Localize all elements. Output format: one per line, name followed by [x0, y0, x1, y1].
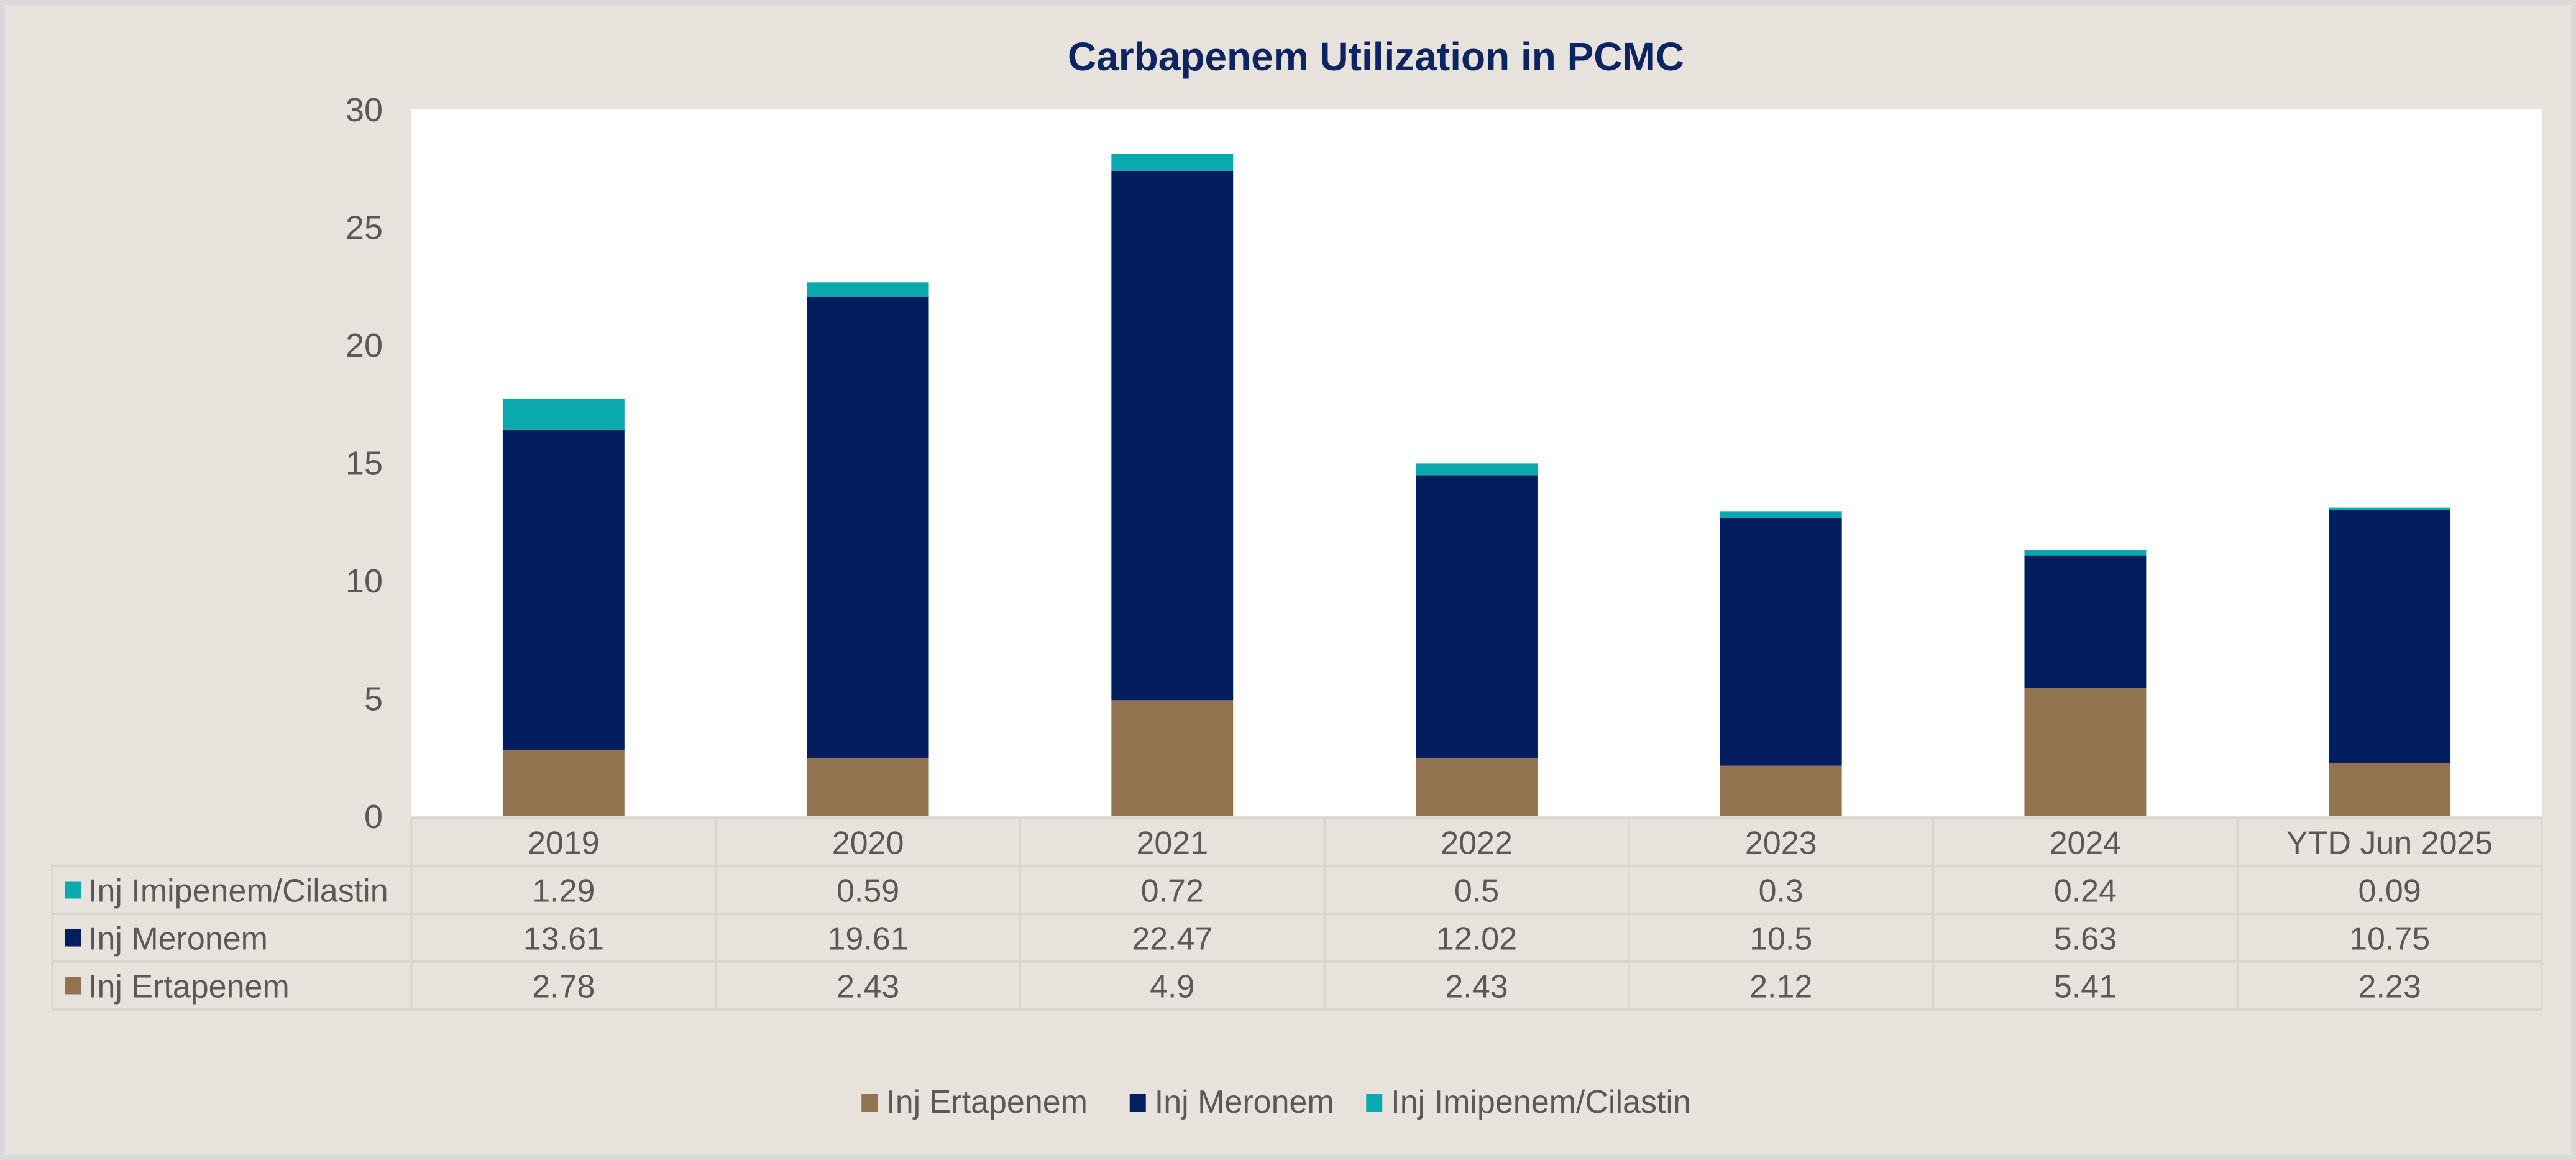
bar-segment	[2024, 688, 2147, 816]
table-cell: 5.63	[2054, 921, 2117, 957]
table-cell: 1.29	[532, 873, 595, 909]
bar-segment	[1111, 154, 1234, 171]
legend-item: Inj Meronem	[1129, 1084, 1334, 1120]
bar-segment	[502, 398, 625, 430]
table-cell: 10.75	[2349, 921, 2430, 957]
bar-segment	[2024, 550, 2147, 556]
y-tick-label: 0	[364, 798, 383, 835]
bar-segment	[1416, 758, 1538, 816]
table-cell: 0.72	[1141, 873, 1204, 909]
bar-segment	[1111, 700, 1234, 816]
table-row-label: Inj Meronem	[88, 921, 268, 957]
table-cell: 19.61	[828, 921, 909, 957]
bar-segment	[2329, 763, 2451, 816]
x-category-label: 2019	[528, 826, 600, 862]
x-category-label: YTD Jun 2025	[2286, 826, 2493, 862]
legend-item: Inj Imipenem/Cilastin	[1366, 1084, 1691, 1120]
bars	[502, 154, 2451, 816]
table-cell: 12.02	[1436, 921, 1517, 957]
bar-segment	[502, 429, 625, 750]
chart-frame: Carbapenem Utilization in PCMC 0 5 10 15 20 2…	[5, 5, 2571, 1155]
legend-label: Inj Imipenem/Cilastin	[1391, 1084, 1691, 1120]
legend-label: Inj Ertapenem	[886, 1084, 1088, 1120]
x-category-label: 2023	[1745, 826, 1817, 862]
table-row-label: Inj Ertapenem	[88, 969, 290, 1005]
bar-segment	[1720, 511, 1842, 518]
table-cell: 4.9	[1150, 969, 1194, 1005]
y-tick-label: 10	[346, 563, 383, 600]
x-category-label: 2024	[2050, 826, 2122, 862]
y-axis: 0 5 10 15 20 25 30	[346, 91, 383, 835]
bar-segment	[2329, 507, 2451, 510]
table-cell: 0.59	[837, 873, 899, 909]
x-category-label: 2022	[1441, 826, 1513, 862]
stacked-bar-chart: Carbapenem Utilization in PCMC 051015202…	[51, 34, 2543, 1120]
bar-segment	[2024, 555, 2147, 688]
table-cell: 0.09	[2358, 873, 2421, 909]
bar-segment	[2329, 510, 2451, 763]
bar-segment	[1416, 463, 1538, 476]
y-tick-label: 20	[346, 327, 383, 364]
table-cell: 5.41	[2054, 969, 2117, 1005]
y-tick-label: 25	[346, 209, 383, 247]
table-cell: 0.24	[2054, 873, 2117, 909]
legend-swatch	[861, 1094, 878, 1112]
x-category-label: 2020	[832, 826, 904, 862]
table-cell: 22.47	[1132, 921, 1212, 957]
y-tick-label: 5	[364, 681, 383, 718]
table-cell: 2.23	[2358, 969, 2421, 1005]
table-cell: 2.43	[1445, 969, 1508, 1005]
table-cell: 0.3	[1759, 873, 1804, 909]
bar-segment	[1720, 765, 1842, 816]
table-cell: 2.78	[532, 969, 595, 1005]
table-cell: 0.5	[1454, 873, 1499, 909]
bar-segment	[807, 282, 929, 297]
chart-title: Carbapenem Utilization in PCMC	[1068, 34, 1684, 79]
legend-swatch	[1366, 1094, 1383, 1112]
bar-segment	[502, 750, 625, 816]
table-cell: 10.5	[1749, 921, 1812, 957]
series-key-swatch	[65, 977, 81, 995]
x-category-label: 2021	[1136, 826, 1208, 862]
y-tick-label: 30	[346, 91, 383, 129]
table-cell: 2.12	[1749, 969, 1812, 1005]
table-row-label: Inj Imipenem/Cilastin	[88, 873, 388, 909]
series-key-swatch	[65, 929, 81, 947]
data-table: 2019 2020 2021 2022 2023 2024 YTD Jun 2025 Inj …	[51, 817, 2543, 1011]
series-key-swatch	[65, 881, 81, 899]
bar-segment	[1416, 475, 1538, 758]
legend-swatch	[1129, 1094, 1146, 1112]
table-cell: 2.43	[837, 969, 899, 1005]
legend-label: Inj Meronem	[1155, 1084, 1334, 1120]
legend-item: Inj Ertapenem	[861, 1084, 1088, 1120]
bar-segment	[807, 296, 929, 758]
bar-segment	[807, 758, 929, 816]
y-tick-label: 15	[346, 445, 383, 482]
bar-segment	[1111, 170, 1234, 701]
bar-segment	[1720, 518, 1842, 766]
table-cell: 13.61	[523, 921, 604, 957]
legend: Inj Ertapenem Inj Meronem Inj Imipenem/Cil…	[861, 1084, 1691, 1120]
